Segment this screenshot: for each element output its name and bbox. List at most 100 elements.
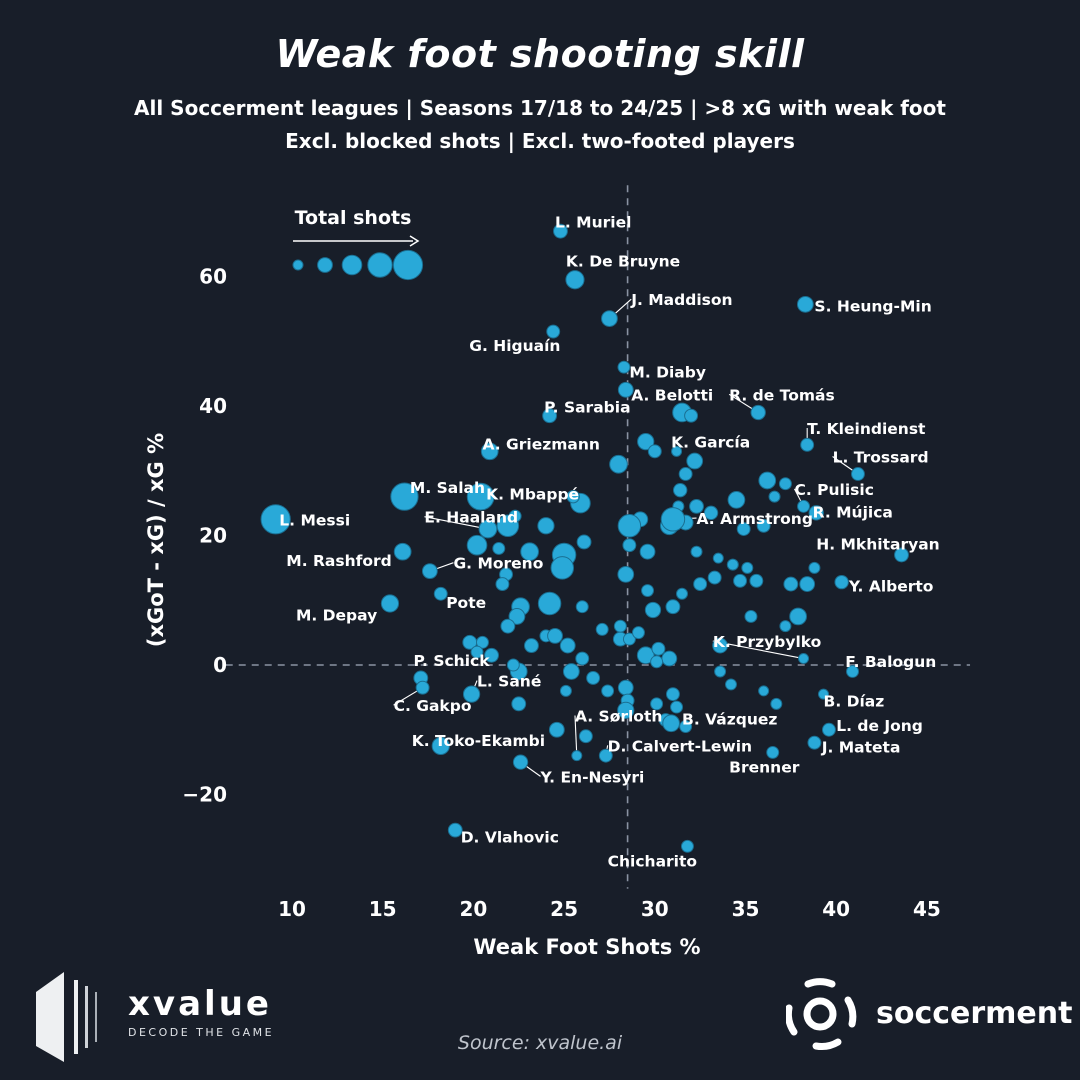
point-label: S. Heung-Min	[814, 298, 931, 316]
data-point	[447, 822, 463, 838]
size-legend-label: Total shots	[295, 207, 412, 229]
data-point	[617, 701, 635, 719]
data-point	[433, 586, 448, 601]
data-point	[565, 270, 585, 290]
soccerment-wordmark: soccerment	[876, 996, 1073, 1031]
data-point	[586, 671, 601, 685]
label-leader-line	[424, 516, 489, 530]
chart-subtitle-1: All Soccerment leagues | Seasons 17/18 t…	[134, 96, 946, 120]
data-point	[800, 437, 815, 452]
xvalue-wordmark: xvalue	[128, 984, 272, 1024]
label-leader-line	[574, 715, 578, 756]
data-point	[380, 594, 400, 613]
data-point	[641, 584, 655, 597]
point-label: A. Armstrong	[697, 510, 813, 528]
data-point	[578, 729, 593, 744]
y-tick-label: 0	[213, 653, 227, 677]
data-point	[598, 748, 613, 763]
x-tick-label: 20	[459, 897, 487, 921]
data-point	[834, 574, 849, 590]
data-point	[622, 632, 636, 646]
data-point	[506, 658, 520, 672]
data-point	[851, 467, 865, 481]
data-point	[508, 608, 526, 625]
chart-title: Weak foot shooting skill	[275, 32, 805, 76]
data-point	[476, 635, 489, 649]
data-point	[736, 522, 751, 536]
data-point	[749, 573, 764, 588]
data-point	[571, 750, 583, 762]
data-point	[639, 543, 656, 560]
size-legend-bubble	[317, 257, 333, 273]
data-point	[758, 685, 770, 697]
data-point	[495, 577, 510, 592]
point-label: D. Vlahovic	[461, 829, 559, 847]
y-tick-label: 20	[199, 524, 227, 548]
data-point	[546, 324, 561, 339]
point-label: Brenner	[729, 759, 800, 777]
y-axis-title: (xGoT - xG) / xG %	[144, 433, 168, 647]
data-point	[756, 518, 771, 533]
data-point	[617, 565, 635, 583]
point-labels: L. Muriel K. De Bruyne J. Maddison S. Heung…	[279, 213, 939, 870]
data-point	[660, 507, 686, 532]
point-label: R. Mújica	[813, 504, 893, 522]
x-tick-label: 25	[550, 897, 578, 921]
point-label: K. De Bruyne	[566, 252, 680, 270]
data-point	[617, 360, 631, 374]
data-point	[727, 491, 746, 509]
data-point	[390, 482, 419, 511]
data-point	[562, 663, 580, 680]
data-point	[768, 490, 781, 503]
point-label: E. Haaland	[424, 509, 518, 527]
chart-subtitle-2: Excl. blocked shots | Excl. two-footed p…	[285, 129, 795, 153]
data-point	[575, 651, 590, 666]
data-point	[601, 684, 615, 698]
size-legend-arrowhead	[409, 235, 420, 247]
point-label: Y. Alberto	[848, 577, 934, 595]
data-point	[798, 653, 810, 665]
data-point	[670, 700, 684, 714]
data-point	[553, 223, 568, 239]
x-tick-label: 30	[641, 897, 669, 921]
y-tick-label: 60	[199, 265, 227, 289]
data-point	[484, 647, 499, 663]
data-point	[470, 645, 484, 659]
data-point	[690, 545, 703, 558]
point-label: G. Moreno	[453, 555, 543, 573]
data-point	[662, 714, 680, 733]
point-label: M. Salah	[410, 479, 485, 497]
data-point	[678, 467, 693, 481]
data-point	[770, 697, 783, 710]
point-label: M. Diaby	[629, 364, 706, 382]
data-point	[750, 404, 766, 421]
xvalue-logo: xvalue DECODE THE GAME	[34, 970, 284, 1065]
x-tick-label: 45	[913, 897, 941, 921]
data-point	[712, 552, 724, 564]
data-point	[537, 591, 562, 616]
data-point	[601, 310, 618, 327]
data-point	[647, 444, 662, 459]
data-point	[609, 454, 628, 474]
data-point	[686, 452, 704, 470]
data-point	[661, 650, 678, 667]
data-point	[462, 685, 481, 703]
point-label: K. Toko-Ekambi	[412, 732, 545, 750]
point-label: J. Mateta	[821, 739, 901, 757]
data-point	[595, 622, 609, 636]
point-label: A. Belotti	[631, 386, 713, 404]
y-tick-label: 40	[199, 394, 227, 418]
data-point	[726, 558, 739, 571]
data-point	[421, 563, 438, 580]
data-point	[778, 477, 792, 491]
data-point	[559, 684, 572, 697]
data-point	[673, 482, 688, 498]
point-label: K. García	[671, 434, 750, 452]
data-point	[714, 665, 727, 678]
soccerment-logo: soccerment	[784, 978, 1072, 1058]
point-label: Chicharito	[608, 853, 697, 871]
label-leader-lines	[393, 298, 859, 777]
point-label: R. de Tomás	[729, 386, 835, 404]
size-legend-bubble	[392, 249, 424, 281]
